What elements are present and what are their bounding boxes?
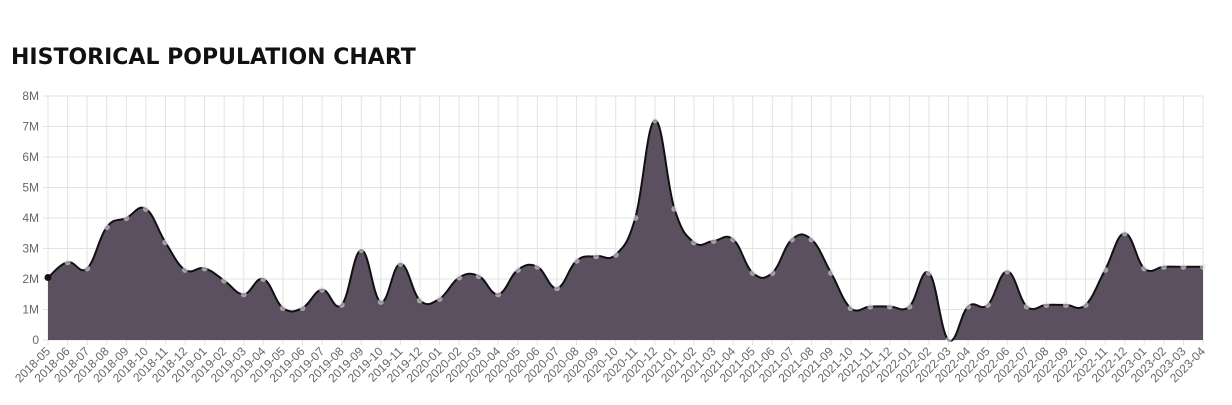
chart-title: HISTORICAL POPULATION CHART xyxy=(11,45,416,70)
data-point xyxy=(965,303,972,310)
data-point xyxy=(397,260,404,267)
data-point xyxy=(221,277,228,284)
data-point xyxy=(416,297,423,304)
data-point xyxy=(103,224,110,231)
data-point xyxy=(867,303,874,310)
data-point xyxy=(1082,301,1089,308)
data-point xyxy=(828,269,835,276)
y-tick-label: 7M xyxy=(22,120,39,134)
data-point xyxy=(808,236,815,243)
data-point xyxy=(984,301,991,308)
data-point xyxy=(612,251,619,258)
y-tick-label: 2M xyxy=(22,272,39,286)
data-point xyxy=(319,286,326,293)
data-point xyxy=(886,303,893,310)
y-tick-label: 1M xyxy=(22,303,39,317)
y-tick-label: 4M xyxy=(22,211,39,225)
data-point xyxy=(847,304,854,311)
data-point xyxy=(1141,265,1148,272)
data-point xyxy=(436,295,443,302)
data-point xyxy=(906,303,913,310)
data-point xyxy=(201,265,208,272)
data-point xyxy=(788,236,795,243)
data-point xyxy=(632,215,639,221)
data-point xyxy=(358,247,365,254)
data-point xyxy=(691,239,698,246)
data-point xyxy=(495,291,502,298)
data-point xyxy=(1023,303,1030,310)
data-point xyxy=(593,253,600,260)
y-tick-label: 5M xyxy=(22,181,39,195)
data-point xyxy=(84,265,91,272)
y-tick-label: 8M xyxy=(22,89,39,103)
data-point xyxy=(475,272,482,279)
data-point xyxy=(514,266,521,273)
data-point xyxy=(573,257,580,264)
data-point xyxy=(182,266,189,273)
data-point xyxy=(338,301,345,308)
data-point xyxy=(945,337,952,343)
data-point xyxy=(456,274,463,281)
data-point xyxy=(925,269,932,276)
data-point xyxy=(64,259,71,266)
data-point xyxy=(553,285,560,292)
data-point xyxy=(1200,263,1206,270)
data-point xyxy=(1121,230,1128,237)
data-point xyxy=(534,263,541,270)
data-point xyxy=(299,304,306,311)
data-point xyxy=(1043,301,1050,308)
data-point xyxy=(44,273,52,281)
y-tick-label: 3M xyxy=(22,242,39,256)
data-point xyxy=(710,237,717,244)
y-tick-label: 6M xyxy=(22,150,39,164)
data-point xyxy=(730,236,737,243)
data-point xyxy=(769,269,776,276)
data-point xyxy=(651,117,658,124)
data-point xyxy=(162,239,169,246)
data-point xyxy=(1102,266,1109,273)
data-point xyxy=(749,269,756,276)
area-fill xyxy=(48,120,1203,341)
y-tick-label: 0 xyxy=(32,333,39,347)
data-point xyxy=(1062,301,1069,308)
data-point xyxy=(240,291,247,298)
data-point xyxy=(142,205,149,212)
data-point xyxy=(260,276,267,282)
data-point xyxy=(671,205,678,212)
data-point xyxy=(1160,263,1167,270)
data-point xyxy=(279,304,286,311)
data-point xyxy=(377,298,384,305)
data-point xyxy=(1004,268,1011,275)
data-point xyxy=(1180,263,1187,270)
data-point xyxy=(123,215,130,221)
